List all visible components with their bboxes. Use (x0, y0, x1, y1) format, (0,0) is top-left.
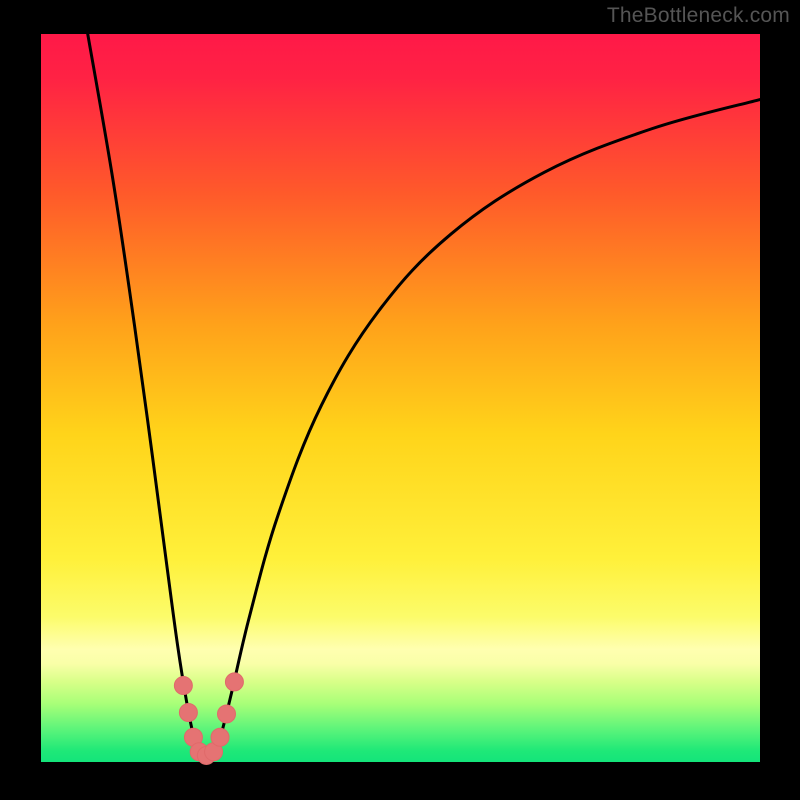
plot-area (41, 34, 760, 762)
data-marker (225, 673, 243, 691)
data-marker (179, 704, 197, 722)
data-marker (211, 728, 229, 746)
data-marker (218, 705, 236, 723)
curve-group (88, 34, 760, 759)
chart-frame: TheBottleneck.com (0, 0, 800, 800)
data-marker (174, 677, 192, 695)
bottleneck-curve-segment (88, 34, 760, 759)
watermark-text: TheBottleneck.com (607, 4, 790, 28)
marker-group (174, 673, 243, 765)
curve-layer (41, 34, 760, 762)
